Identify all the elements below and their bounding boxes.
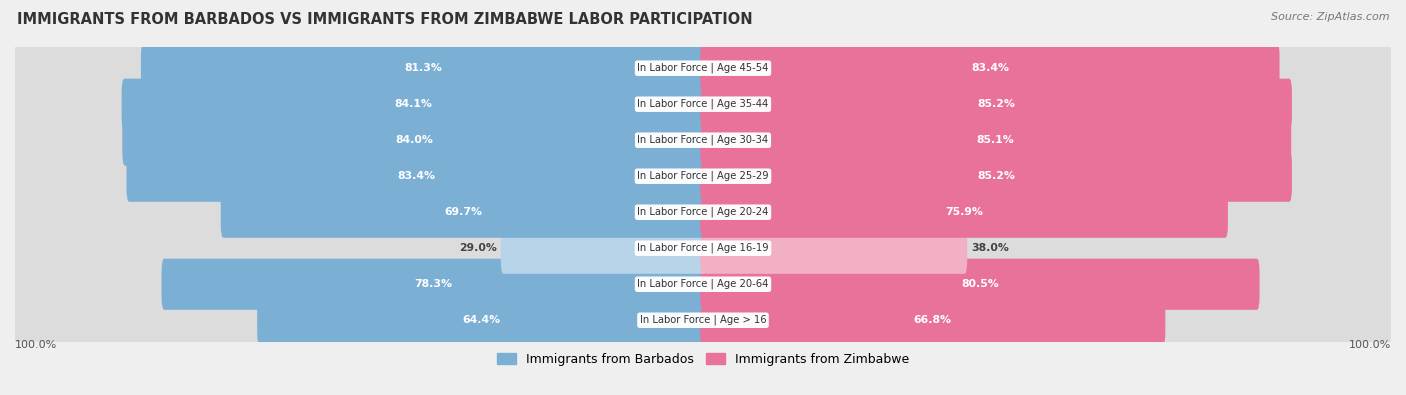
Text: In Labor Force | Age 45-54: In Labor Force | Age 45-54 [637,63,769,73]
Text: 69.7%: 69.7% [444,207,482,217]
Text: 83.4%: 83.4% [396,171,434,181]
Text: 100.0%: 100.0% [1348,340,1391,350]
FancyBboxPatch shape [15,257,1391,312]
Text: 85.2%: 85.2% [977,171,1015,181]
Legend: Immigrants from Barbados, Immigrants from Zimbabwe: Immigrants from Barbados, Immigrants fro… [492,348,914,371]
Text: In Labor Force | Age 16-19: In Labor Force | Age 16-19 [637,243,769,254]
FancyBboxPatch shape [700,79,1292,130]
FancyBboxPatch shape [257,295,706,346]
FancyBboxPatch shape [700,150,1292,202]
Text: 66.8%: 66.8% [914,315,952,325]
Text: In Labor Force | Age 25-29: In Labor Force | Age 25-29 [637,171,769,181]
Text: 83.4%: 83.4% [972,63,1010,73]
FancyBboxPatch shape [15,185,1391,240]
FancyBboxPatch shape [141,43,706,94]
FancyBboxPatch shape [15,113,1391,167]
FancyBboxPatch shape [122,115,706,166]
Text: IMMIGRANTS FROM BARBADOS VS IMMIGRANTS FROM ZIMBABWE LABOR PARTICIPATION: IMMIGRANTS FROM BARBADOS VS IMMIGRANTS F… [17,12,752,27]
Text: 84.0%: 84.0% [395,135,433,145]
FancyBboxPatch shape [127,150,706,202]
Text: 100.0%: 100.0% [15,340,58,350]
FancyBboxPatch shape [700,223,967,274]
FancyBboxPatch shape [162,259,706,310]
FancyBboxPatch shape [15,41,1391,96]
Text: 85.1%: 85.1% [977,135,1015,145]
FancyBboxPatch shape [700,187,1227,238]
FancyBboxPatch shape [700,115,1291,166]
Text: 80.5%: 80.5% [962,279,998,289]
FancyBboxPatch shape [700,295,1166,346]
Text: In Labor Force | Age 30-34: In Labor Force | Age 30-34 [637,135,769,145]
FancyBboxPatch shape [501,223,706,274]
Text: In Labor Force | Age > 16: In Labor Force | Age > 16 [640,315,766,325]
Text: Source: ZipAtlas.com: Source: ZipAtlas.com [1271,12,1389,22]
FancyBboxPatch shape [700,259,1260,310]
FancyBboxPatch shape [15,293,1391,348]
FancyBboxPatch shape [15,77,1391,132]
Text: 78.3%: 78.3% [415,279,453,289]
FancyBboxPatch shape [15,149,1391,203]
Text: 75.9%: 75.9% [945,207,983,217]
FancyBboxPatch shape [221,187,706,238]
Text: 64.4%: 64.4% [463,315,501,325]
Text: 85.2%: 85.2% [977,99,1015,109]
Text: 84.1%: 84.1% [395,99,433,109]
FancyBboxPatch shape [700,43,1279,94]
Text: 29.0%: 29.0% [458,243,496,253]
Text: 81.3%: 81.3% [405,63,443,73]
FancyBboxPatch shape [15,221,1391,276]
FancyBboxPatch shape [122,79,706,130]
Text: 38.0%: 38.0% [972,243,1010,253]
Text: In Labor Force | Age 20-64: In Labor Force | Age 20-64 [637,279,769,290]
Text: In Labor Force | Age 35-44: In Labor Force | Age 35-44 [637,99,769,109]
Text: In Labor Force | Age 20-24: In Labor Force | Age 20-24 [637,207,769,218]
